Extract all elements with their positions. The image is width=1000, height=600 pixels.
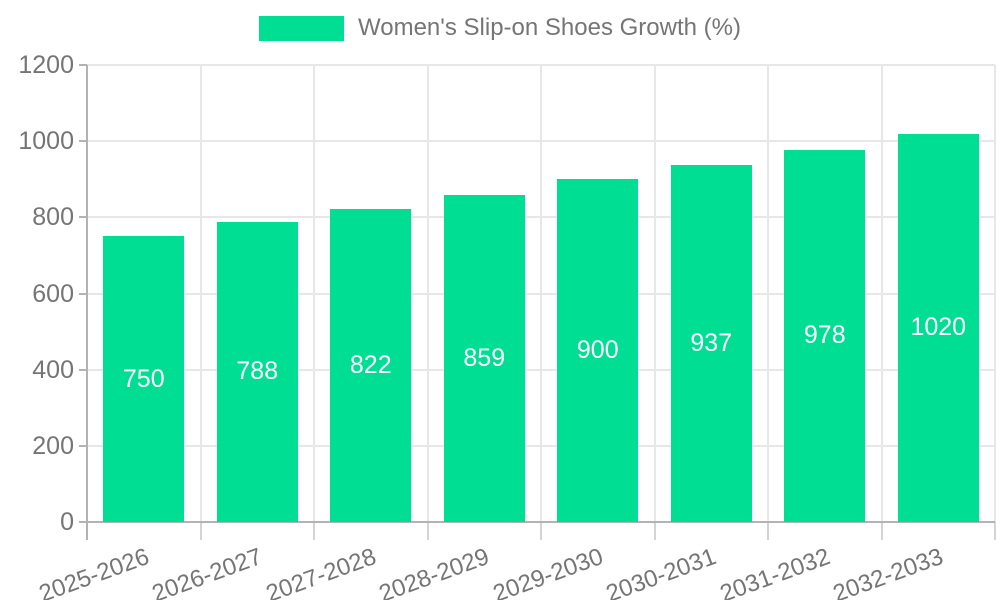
y-axis-tick xyxy=(79,216,87,219)
bar[interactable]: 788 xyxy=(216,221,298,522)
y-tick-label: 800 xyxy=(32,203,74,232)
x-tick-label: 2026-2027 xyxy=(149,543,267,600)
y-tick-label: 200 xyxy=(32,431,74,460)
x-tick-label: 2027-2028 xyxy=(262,543,380,600)
bar-value-label: 750 xyxy=(122,364,165,393)
x-axis-tick xyxy=(880,522,883,540)
legend: Women's Slip-on Shoes Growth (%) xyxy=(0,14,1000,42)
x-axis-tick xyxy=(653,522,656,540)
bar[interactable]: 822 xyxy=(330,208,412,522)
x-tick-label: 2032-2033 xyxy=(830,543,948,600)
x-tick-label: 2031-2032 xyxy=(716,543,834,600)
x-gridline xyxy=(880,65,883,522)
x-gridline xyxy=(540,65,542,522)
bar-value-label: 788 xyxy=(236,357,279,386)
bar[interactable]: 900 xyxy=(557,179,639,522)
x-axis-tick xyxy=(767,522,769,540)
y-axis-tick xyxy=(79,140,87,143)
legend-label: Women's Slip-on Shoes Growth (%) xyxy=(358,14,741,41)
x-axis-line xyxy=(79,521,995,523)
x-axis-tick xyxy=(540,522,542,540)
x-gridline xyxy=(653,65,656,522)
x-gridline xyxy=(313,65,315,522)
y-axis-tick xyxy=(79,444,87,447)
bar[interactable]: 750 xyxy=(103,236,185,522)
bar[interactable]: 859 xyxy=(443,194,525,522)
y-tick-label: 600 xyxy=(32,279,74,308)
x-tick-label: 2029-2030 xyxy=(489,543,607,600)
y-axis-tick xyxy=(79,368,87,371)
legend-item[interactable]: Women's Slip-on Shoes Growth (%) xyxy=(259,14,741,42)
bar-value-label: 937 xyxy=(690,329,733,358)
bar[interactable]: 978 xyxy=(784,149,866,522)
y-axis-tick xyxy=(79,292,87,295)
x-axis-tick xyxy=(426,522,429,540)
x-tick-label: 2028-2029 xyxy=(376,543,494,600)
bar[interactable]: 1020 xyxy=(897,133,979,522)
x-gridline xyxy=(994,65,996,522)
legend-swatch-icon xyxy=(259,15,345,41)
x-tick-label: 2030-2031 xyxy=(603,543,721,600)
bar[interactable]: 937 xyxy=(670,165,752,522)
bar-value-label: 1020 xyxy=(910,313,967,342)
bar-value-label: 978 xyxy=(803,321,846,350)
y-tick-label: 400 xyxy=(32,355,74,384)
x-axis-tick xyxy=(994,522,996,540)
x-tick-label: 2025-2026 xyxy=(35,543,153,600)
bar-value-label: 900 xyxy=(576,336,619,365)
y-axis-tick xyxy=(79,64,87,66)
x-gridline xyxy=(199,65,202,522)
x-axis-tick xyxy=(199,522,202,540)
bar-value-label: 859 xyxy=(463,343,506,372)
x-gridline xyxy=(767,65,769,522)
y-tick-label: 1000 xyxy=(18,127,74,156)
y-tick-label: 0 xyxy=(60,508,74,536)
x-gridline xyxy=(426,65,429,522)
x-axis-tick xyxy=(313,522,315,540)
y-tick-label: 1200 xyxy=(18,51,74,79)
y-axis-line xyxy=(86,65,88,540)
bar-value-label: 822 xyxy=(349,350,392,379)
